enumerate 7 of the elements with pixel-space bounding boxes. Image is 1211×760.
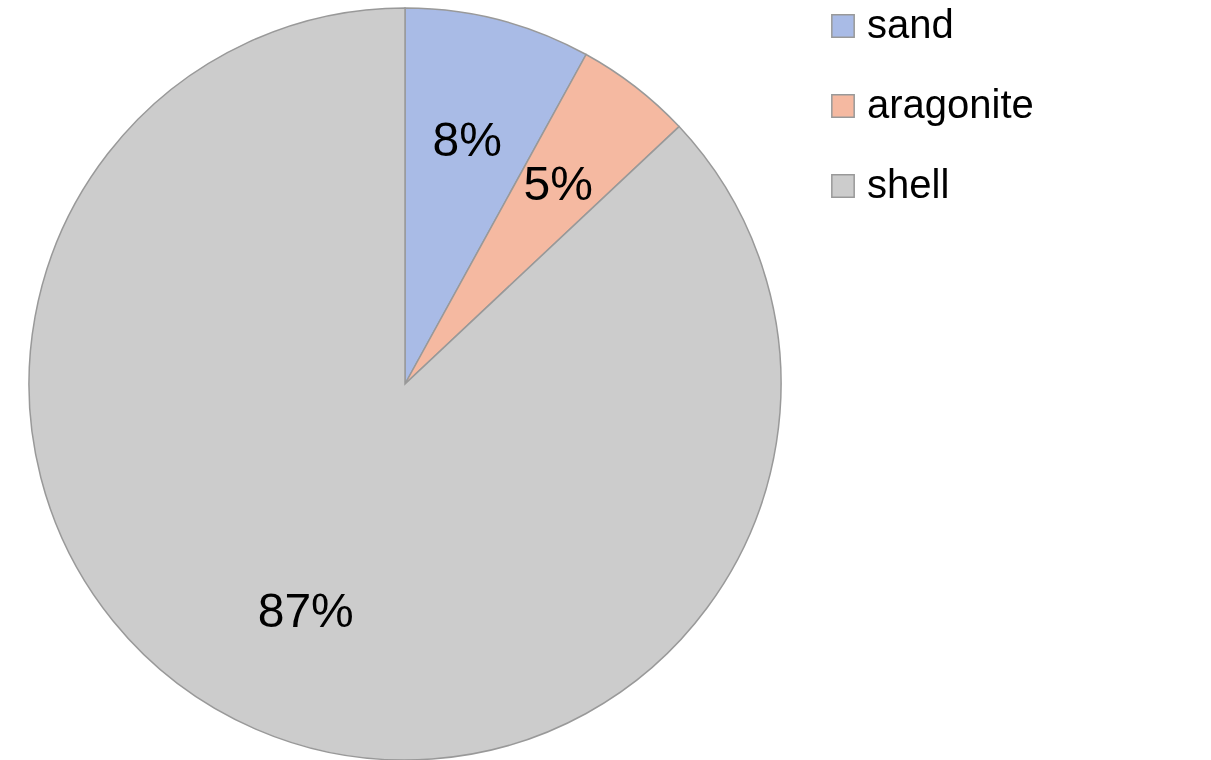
pie-slice [28, 7, 782, 760]
data-label: 87% [257, 584, 354, 638]
legend-label: aragonite [867, 82, 1034, 126]
legend-label: sand [867, 2, 954, 46]
data-label: 5% [523, 157, 593, 211]
legend-label: shell [867, 162, 950, 206]
data-label: 8% [432, 112, 502, 166]
